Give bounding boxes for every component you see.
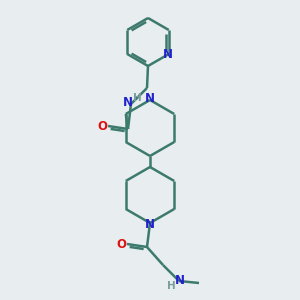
Text: N: N — [175, 274, 185, 286]
Text: N: N — [163, 47, 173, 61]
Text: O: O — [116, 238, 126, 250]
Text: N: N — [123, 97, 133, 110]
Text: N: N — [145, 218, 155, 232]
Text: H: H — [167, 281, 176, 291]
Text: H: H — [133, 93, 141, 103]
Text: N: N — [145, 92, 155, 106]
Text: O: O — [97, 119, 107, 133]
